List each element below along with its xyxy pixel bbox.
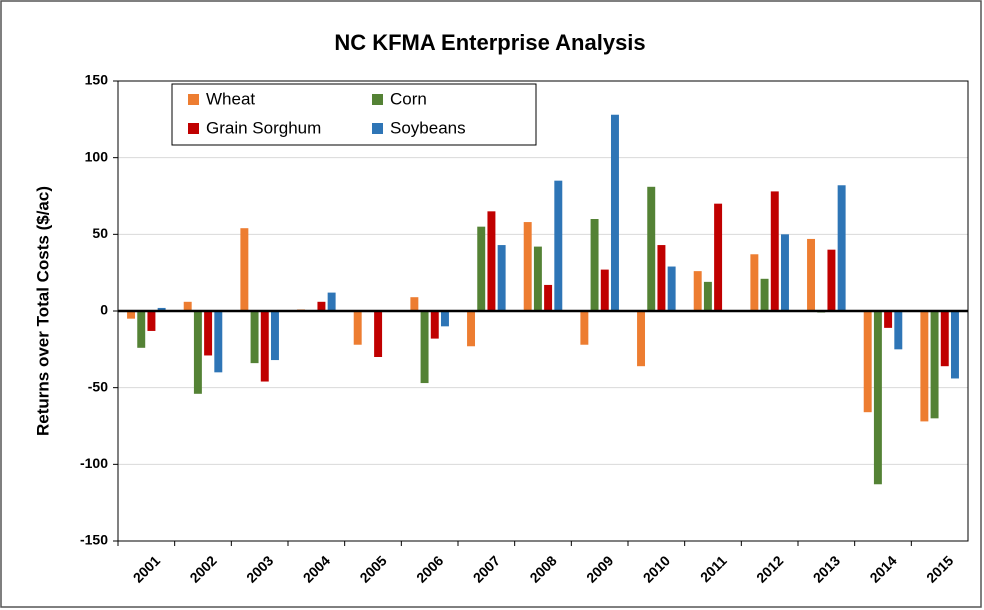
bar [533,246,542,311]
legend-swatch [372,94,383,105]
bar [270,311,279,361]
legend-swatch [372,123,383,134]
legend-swatch [188,94,199,105]
bar [760,278,769,311]
chart-title: NC KFMA Enterprise Analysis [334,30,645,55]
bar [703,281,712,311]
bar [497,245,506,311]
bar [884,311,893,328]
y-tick-label: 100 [85,148,109,164]
bar [467,311,476,347]
bar [610,114,619,311]
bar [420,311,429,384]
y-tick-label: -50 [88,378,108,394]
bar [183,301,192,311]
bar [873,311,882,485]
y-tick-label: 0 [100,302,108,318]
legend-label: Corn [390,89,427,108]
bar [894,311,903,350]
bar [750,254,759,311]
bar [637,311,646,367]
bar [837,185,846,311]
bar [807,238,816,311]
bar [667,266,676,311]
bar [260,311,269,382]
bar [127,311,136,319]
bar [157,307,166,311]
bar [580,311,589,345]
bar [487,211,496,311]
bar [214,311,223,373]
bar [440,311,449,327]
bar [920,311,929,422]
bar [950,311,959,379]
bar [430,311,439,339]
bar [523,222,532,311]
bar [544,284,553,311]
bar [714,203,723,311]
bar [590,219,599,311]
bar [647,186,656,311]
bar [780,234,789,311]
y-tick-label: -150 [80,532,108,548]
bar [657,245,666,311]
y-tick-label: 50 [92,225,108,241]
bar [193,311,202,394]
bar [204,311,213,356]
legend-label: Wheat [206,89,255,108]
bar [693,271,702,311]
bar [374,311,383,357]
legend-label: Grain Sorghum [206,118,321,137]
bar [770,191,779,311]
bar [477,226,486,311]
bar [827,249,836,311]
bar [240,228,249,311]
bar [327,292,336,311]
bar [137,311,146,348]
bar [317,301,326,311]
bar [250,311,259,364]
y-axis-label: Returns over Total Costs ($/ac) [33,186,52,436]
bar [930,311,939,419]
bar [600,269,609,311]
y-tick-label: 150 [85,72,109,88]
legend-swatch [188,123,199,134]
bar [147,311,156,331]
legend-box [171,83,537,146]
bar [353,311,362,345]
legend-label: Soybeans [390,118,466,137]
y-tick-label: -100 [80,455,108,471]
bar [940,311,949,367]
bar [863,311,872,413]
bar [554,180,563,311]
bar [410,297,419,311]
